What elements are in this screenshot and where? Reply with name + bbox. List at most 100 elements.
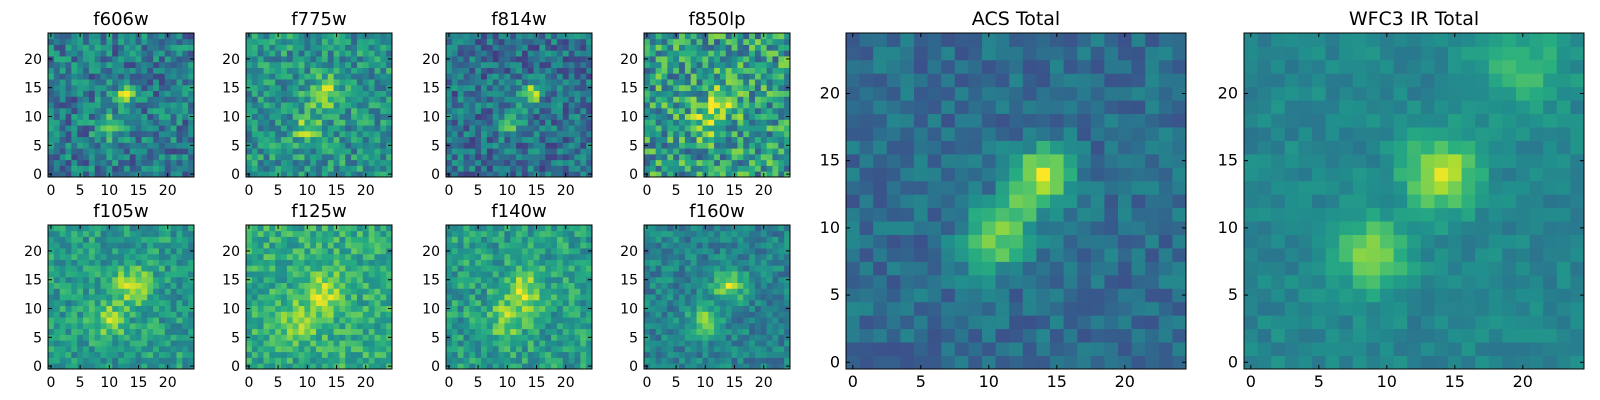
pixel: [316, 282, 323, 289]
pixel: [551, 119, 558, 126]
pixel: [77, 345, 84, 353]
pixel: [182, 50, 189, 57]
pixel: [574, 38, 581, 45]
pixel: [269, 225, 276, 232]
pixel: [275, 165, 282, 172]
pixel: [88, 153, 96, 161]
pixel: [492, 73, 499, 80]
pixel: [374, 253, 381, 260]
pixel: [339, 90, 346, 97]
pixel: [321, 113, 329, 120]
pixel: [182, 79, 189, 86]
pixel: [684, 119, 692, 126]
pixel: [100, 328, 107, 335]
pixel: [339, 84, 346, 91]
pixel: [310, 276, 317, 283]
pixel: [100, 38, 107, 45]
pixel: [510, 159, 517, 166]
pixel: [123, 67, 131, 74]
pixel: [469, 259, 476, 266]
pixel: [568, 340, 575, 347]
pixel: [556, 165, 564, 172]
pixel: [310, 253, 317, 260]
pixel: [59, 363, 66, 370]
pixel: [457, 119, 464, 126]
pixel: [684, 311, 692, 318]
pixel: [286, 225, 294, 232]
pixel: [327, 334, 334, 341]
pixel: [556, 44, 564, 51]
pixel: [386, 294, 393, 301]
pixel: [760, 305, 768, 312]
pixel: [112, 271, 119, 278]
pixel: [510, 44, 517, 51]
pixel: [486, 299, 494, 307]
pixel: [356, 56, 364, 63]
pixel: [316, 107, 323, 115]
pixel: [516, 142, 523, 149]
pixel: [725, 305, 732, 312]
pixel: [65, 79, 72, 86]
pixel: [446, 345, 453, 353]
pixel: [339, 38, 346, 45]
pixel: [386, 311, 393, 318]
pixel: [737, 305, 744, 312]
pixel: [481, 61, 488, 68]
pixel: [655, 125, 662, 132]
pixels-f125w: [246, 225, 393, 370]
pixel: [356, 153, 364, 161]
pixel: [679, 363, 686, 370]
pixel: [568, 102, 575, 109]
pixel: [356, 79, 364, 86]
pixel: [164, 142, 172, 149]
pixel: [486, 294, 494, 301]
pixel: [368, 288, 375, 295]
pixel: [77, 67, 84, 74]
pixel: [251, 334, 259, 341]
pixel: [469, 130, 476, 138]
pixel: [333, 67, 340, 74]
pixel: [667, 357, 674, 364]
pixel: [59, 305, 66, 312]
pixel: [463, 56, 470, 63]
pixel: [112, 340, 119, 347]
pixel: [539, 113, 546, 120]
pixel: [269, 107, 276, 115]
pixel: [129, 351, 136, 358]
pixel: [94, 305, 101, 312]
pixel: [65, 357, 72, 364]
pixel: [516, 79, 523, 86]
pixel: [446, 236, 453, 243]
pixel: [679, 276, 686, 283]
pixel: [451, 311, 459, 318]
pixels-f606w: [48, 33, 195, 178]
pixel: [368, 84, 375, 91]
pixel: [356, 294, 364, 301]
pixel: [498, 50, 505, 57]
pixel: [257, 96, 264, 103]
pixel: [772, 288, 779, 295]
pixel: [533, 125, 540, 132]
pixel: [351, 113, 358, 120]
pixel: [527, 357, 534, 364]
pixel: [527, 148, 534, 155]
pixel: [71, 351, 78, 358]
pixel: [574, 50, 581, 57]
pixel: [516, 299, 523, 307]
pixel: [743, 56, 750, 63]
pixel: [754, 67, 762, 74]
pixel: [533, 84, 540, 91]
pixel: [457, 73, 464, 80]
pixel: [463, 230, 470, 237]
pixel: [153, 363, 160, 370]
pixel: [667, 282, 674, 289]
pixel: [661, 363, 668, 370]
pixel: [545, 33, 552, 40]
pixel: [123, 334, 131, 341]
pixel: [362, 73, 370, 80]
pixel: [257, 125, 264, 132]
pixel: [88, 33, 96, 40]
pixel: [784, 130, 791, 138]
pixel: [298, 311, 305, 318]
pixel: [164, 242, 172, 249]
